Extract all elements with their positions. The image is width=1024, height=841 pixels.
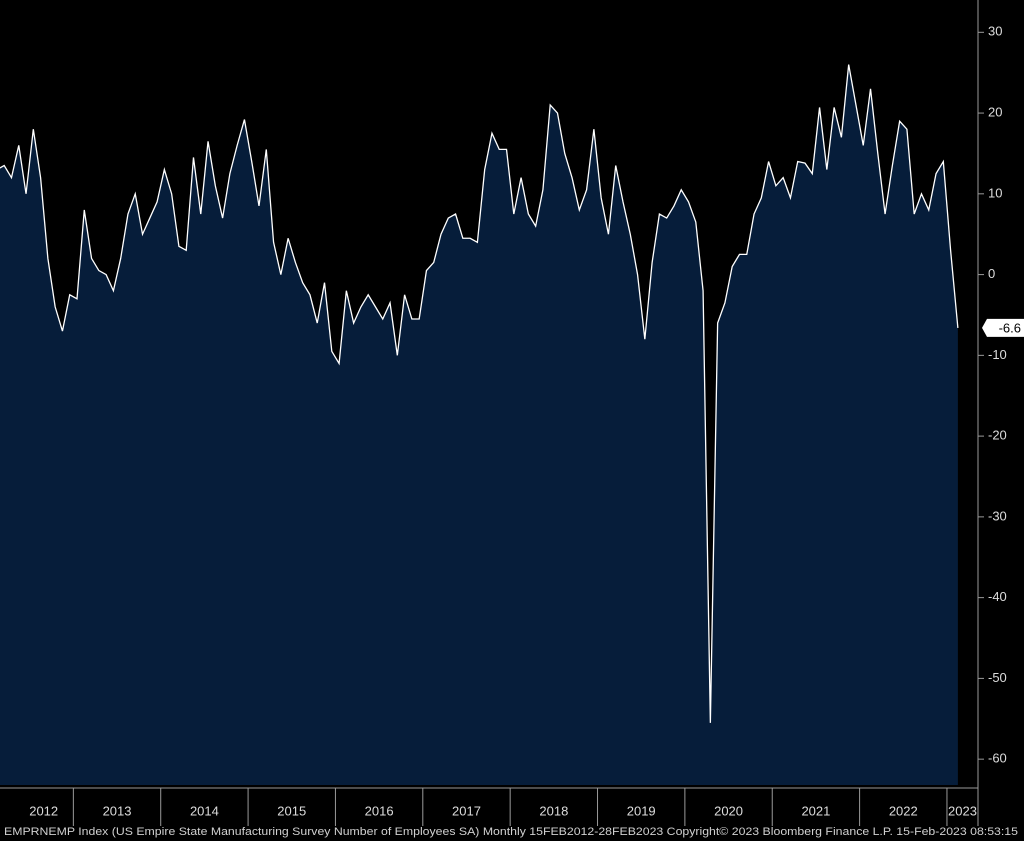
y-tick-label: -60 [988, 751, 1007, 766]
x-tick-label: 2019 [627, 803, 656, 818]
y-tick-label: 20 [988, 105, 1002, 120]
area [0, 64, 958, 785]
x-tick-label: 2014 [190, 803, 219, 818]
x-tick-label: 2023 [948, 803, 977, 818]
x-tick-label: 2018 [539, 803, 568, 818]
y-tick-label: 10 [988, 185, 1002, 200]
y-tick-label: -50 [988, 670, 1007, 685]
y-tick-label: -10 [988, 347, 1007, 362]
y-tick-label: 30 [988, 24, 1002, 39]
y-tick-label: 0 [988, 266, 995, 281]
x-tick-label: 2015 [277, 803, 306, 818]
y-tick-label: -30 [988, 508, 1007, 523]
x-tick-label: 2020 [714, 803, 743, 818]
x-tick-label: 2021 [801, 803, 830, 818]
x-tick-label: 2017 [452, 803, 481, 818]
last-value-label: -6.6 [999, 320, 1021, 335]
x-tick-label: 2016 [365, 803, 394, 818]
x-tick-label: 2012 [29, 803, 58, 818]
last-value-flag [982, 318, 1024, 337]
footer: EMPRNEMP Index (US Empire State Manufact… [4, 826, 1018, 838]
y-tick-label: -20 [988, 428, 1007, 443]
x-tick-label: 2022 [889, 803, 918, 818]
y-tick-label: -40 [988, 589, 1007, 604]
line [0, 64, 959, 723]
x-tick-label: 2013 [103, 803, 132, 818]
